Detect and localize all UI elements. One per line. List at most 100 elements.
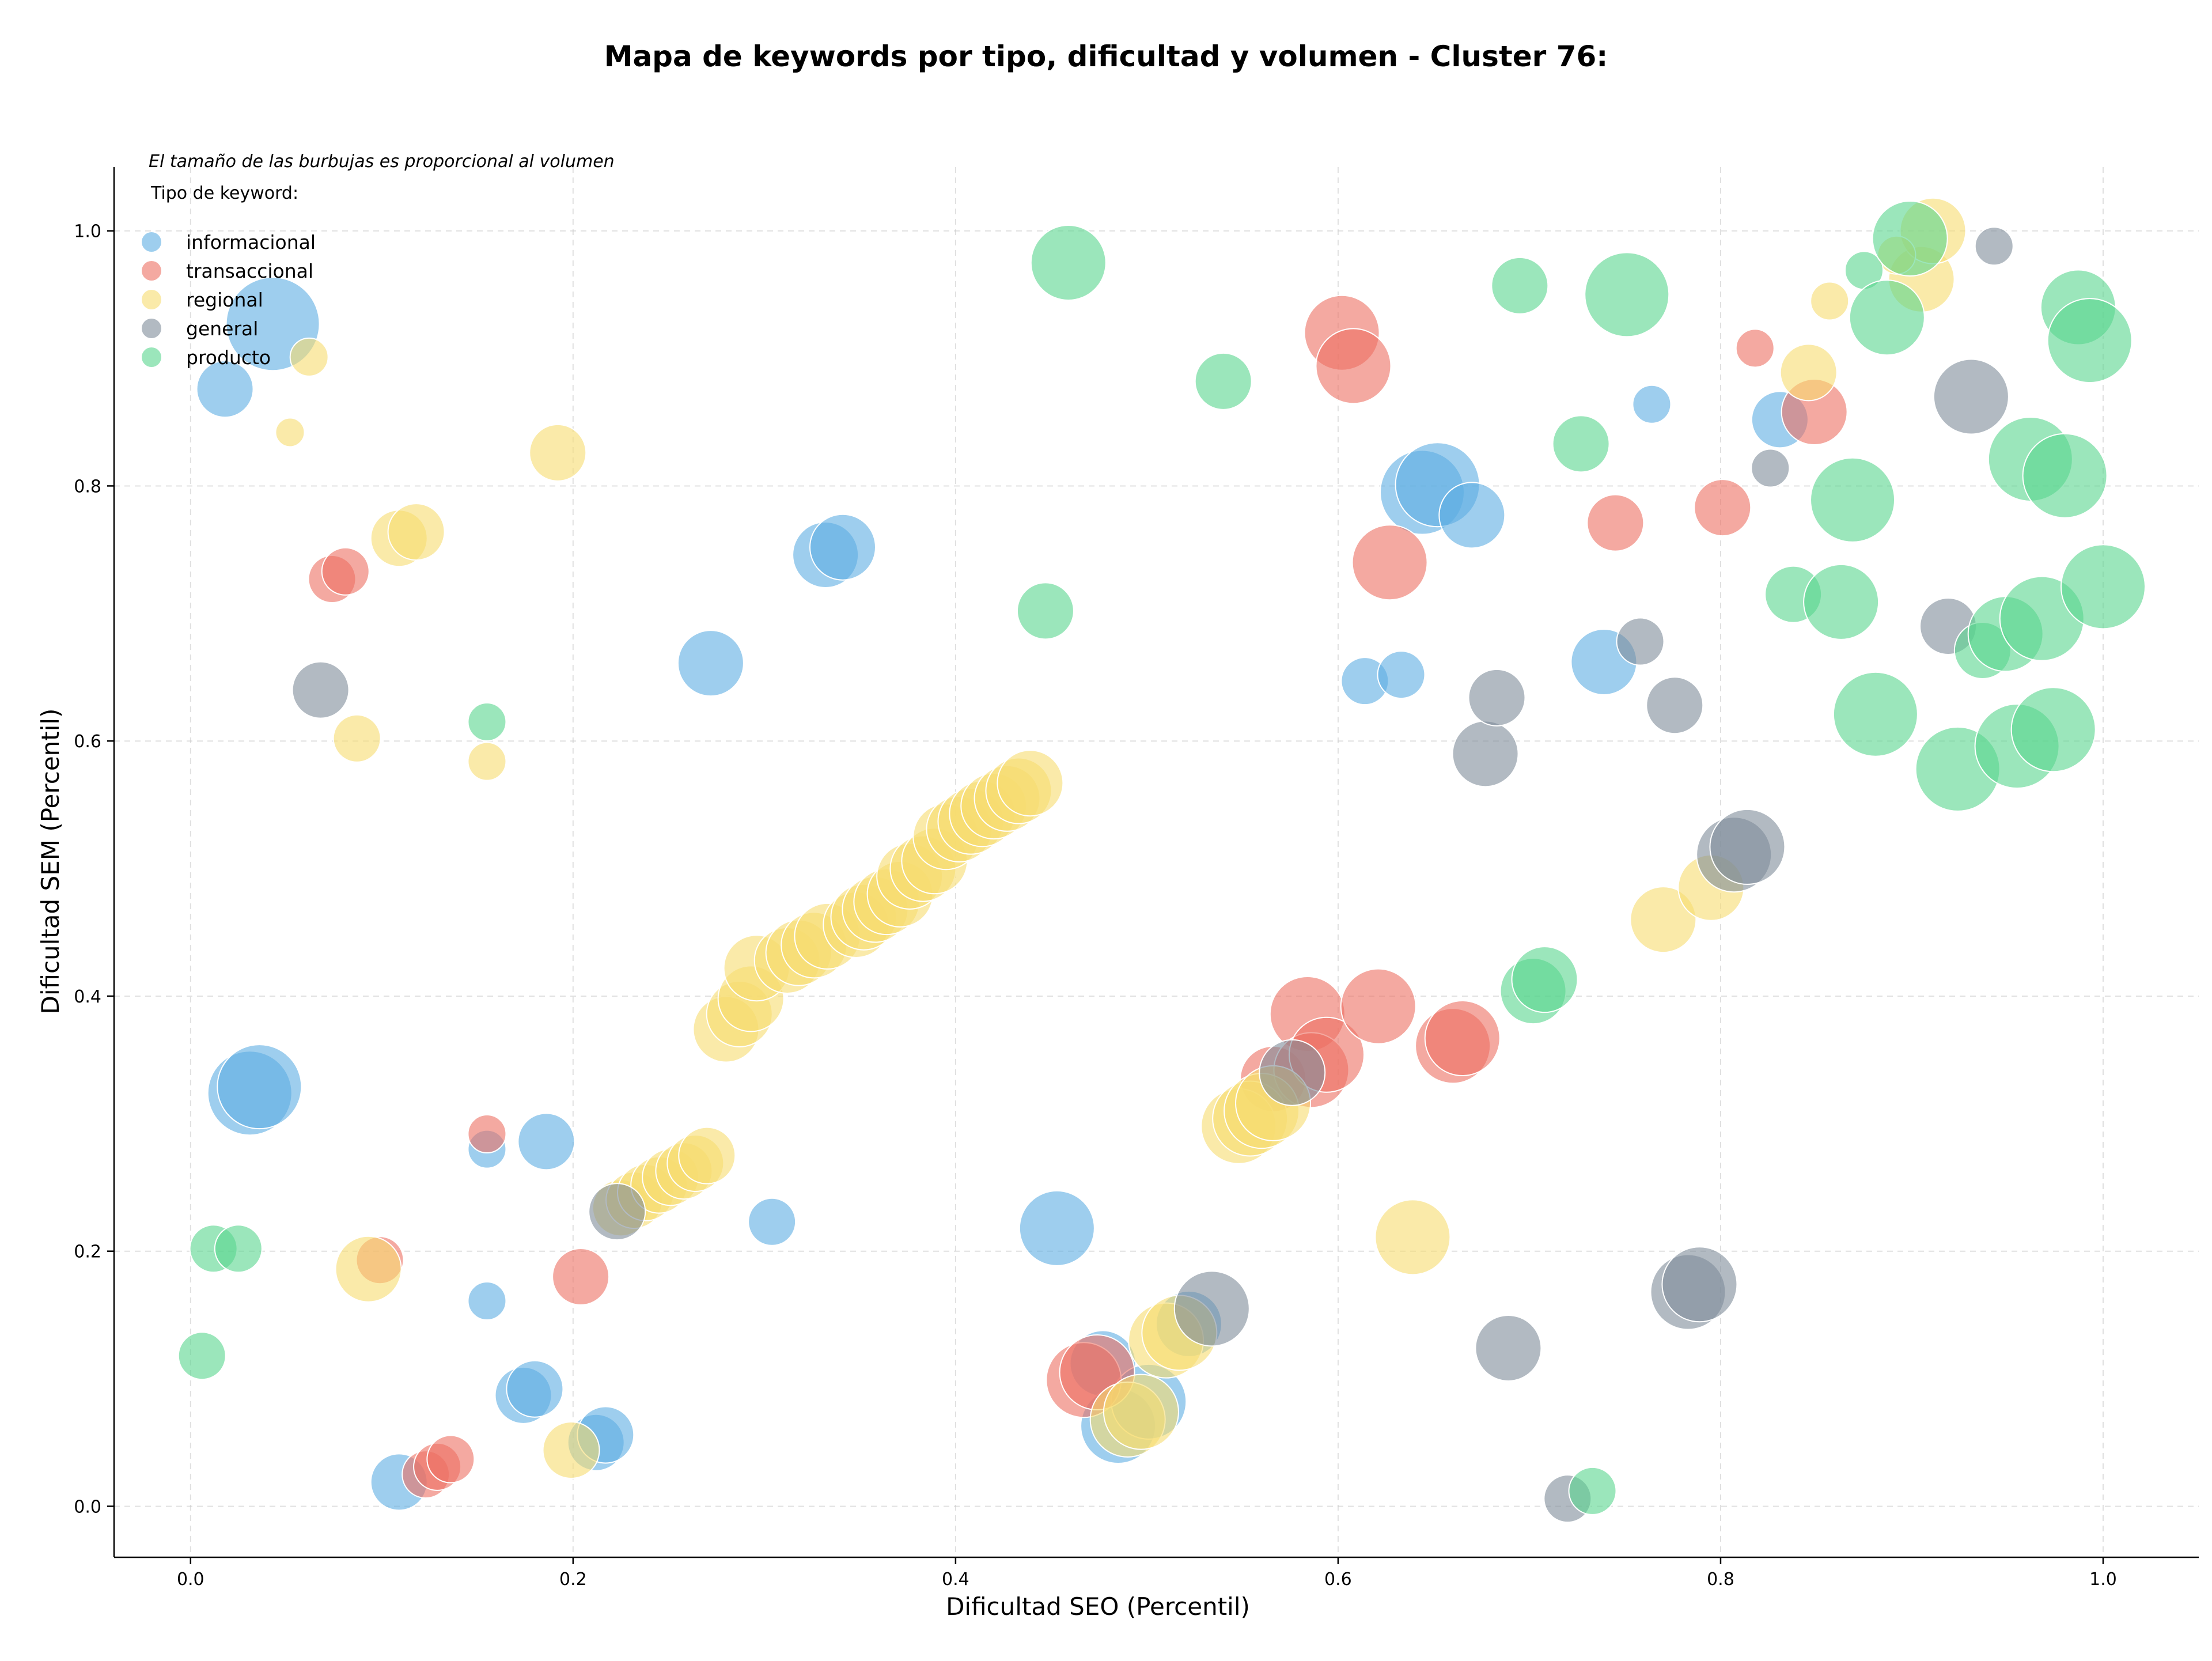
legend-label-informacional: informacional bbox=[186, 231, 316, 253]
bubble-regional bbox=[529, 423, 587, 482]
bubble-informacional bbox=[1632, 384, 1672, 424]
bubble-transaccional bbox=[1340, 968, 1416, 1045]
axes-spines bbox=[113, 167, 2199, 1558]
legend-title: Tipo de keyword: bbox=[150, 183, 298, 203]
legend-marker-informacional bbox=[142, 232, 161, 252]
bubble-general bbox=[1173, 1270, 1250, 1347]
bubble-general bbox=[291, 661, 350, 719]
bubble-general bbox=[1475, 1314, 1542, 1382]
bubble-informacional bbox=[677, 630, 744, 697]
x-tick-label: 0.4 bbox=[942, 1569, 969, 1590]
bubble-transaccional bbox=[1351, 524, 1428, 601]
bubble-transaccional bbox=[1735, 328, 1775, 368]
bubble-regional bbox=[332, 714, 381, 763]
bubble-regional bbox=[289, 337, 329, 377]
bubble-producto bbox=[177, 1331, 226, 1380]
bubble-general bbox=[1468, 668, 1526, 727]
bubble-informacional bbox=[809, 513, 876, 581]
x-tick-label: 0.6 bbox=[1324, 1569, 1352, 1590]
bubble-producto bbox=[1194, 352, 1252, 410]
bubble-regional bbox=[275, 417, 305, 448]
bubble-informacional bbox=[517, 1113, 575, 1171]
bubble-producto bbox=[467, 702, 507, 741]
legend-label-producto: producto bbox=[186, 346, 271, 369]
bubble-producto bbox=[1810, 457, 1896, 543]
bubble-general bbox=[1452, 720, 1519, 788]
bubble-producto bbox=[1849, 279, 1925, 356]
bubble-layer bbox=[177, 197, 2146, 1523]
legend-label-general: general bbox=[186, 317, 258, 340]
bubble-informacional bbox=[506, 1360, 564, 1418]
axis-ticks: 0.0 0.2 0.4 0.6 0.8 1.0 0.0 0.2 0.4 0.6 0.8 1.0 bbox=[74, 222, 2117, 1590]
bubble-informacional bbox=[1438, 482, 1506, 549]
chart-title: Mapa de keywords por tipo, dificultad y … bbox=[604, 40, 1608, 73]
bubble-size-note: El tamaño de las burbujas es proporciona… bbox=[149, 152, 615, 172]
bubble-regional bbox=[1810, 281, 1850, 321]
bubble-general bbox=[1259, 1039, 1326, 1106]
bubble-regional bbox=[467, 741, 507, 781]
bubble-transaccional bbox=[1694, 479, 1752, 537]
y-axis-label: Dificultad SEM (Percentil) bbox=[36, 709, 65, 1015]
bubble-transaccional bbox=[1424, 1000, 1501, 1076]
bubble-informacional bbox=[1018, 1190, 1095, 1266]
bubble-regional bbox=[1103, 1374, 1179, 1450]
bubble-informacional bbox=[1377, 650, 1426, 699]
bubble-producto bbox=[2010, 687, 2096, 773]
bubble-general bbox=[1751, 448, 1790, 488]
x-tick-label: 0.0 bbox=[177, 1569, 204, 1590]
bubble-informacional bbox=[748, 1197, 797, 1246]
bubble-producto bbox=[1511, 946, 1578, 1013]
bubble-regional bbox=[542, 1421, 600, 1480]
bubble-informacional bbox=[196, 360, 254, 418]
bubble-producto bbox=[1872, 200, 1948, 277]
bubble-regional bbox=[335, 1235, 402, 1303]
bubble-regional bbox=[1779, 343, 1838, 402]
legend-marker-transaccional bbox=[142, 261, 161, 281]
bubble-general bbox=[1933, 358, 2009, 435]
bubble-producto bbox=[2022, 433, 2108, 519]
bubble-transaccional bbox=[1315, 328, 1392, 404]
bubble-regional bbox=[1374, 1199, 1451, 1276]
bubble-informacional bbox=[217, 1044, 302, 1130]
bubble-producto bbox=[2060, 544, 2146, 630]
bubble-producto bbox=[1552, 415, 1610, 473]
x-tick-label: 1.0 bbox=[2089, 1569, 2117, 1590]
bubble-regional bbox=[387, 503, 445, 561]
bubble-regional bbox=[997, 750, 1064, 817]
bubble-transaccional bbox=[426, 1435, 475, 1484]
y-tick-label: 1.0 bbox=[74, 222, 101, 242]
y-tick-label: 0.0 bbox=[74, 1497, 101, 1517]
bubble-producto bbox=[1832, 671, 1918, 757]
legend-marker-general bbox=[142, 319, 161, 338]
y-tick-label: 0.4 bbox=[74, 987, 101, 1007]
bubble-transaccional bbox=[321, 547, 370, 596]
x-tick-label: 0.8 bbox=[1707, 1569, 1734, 1590]
bubble-transaccional bbox=[1586, 494, 1645, 552]
bubble-general bbox=[1974, 226, 2014, 266]
bubble-general bbox=[1616, 617, 1665, 666]
legend-label-regional: regional bbox=[186, 289, 263, 311]
legend-label-transaccional: transaccional bbox=[186, 260, 313, 282]
bubble-producto bbox=[214, 1224, 263, 1273]
legend-marker-regional bbox=[142, 290, 161, 309]
bubble-producto bbox=[1568, 1466, 1617, 1515]
x-tick-label: 0.2 bbox=[559, 1569, 587, 1590]
bubble-transaccional bbox=[552, 1247, 610, 1306]
y-tick-label: 0.2 bbox=[74, 1242, 101, 1262]
bubble-general bbox=[1646, 676, 1704, 735]
bubble-producto bbox=[1584, 252, 1670, 338]
bubble-producto bbox=[1803, 563, 1880, 640]
bubble-regional bbox=[678, 1126, 736, 1185]
bubble-informacional bbox=[467, 1281, 507, 1321]
bubble-transaccional bbox=[467, 1114, 507, 1154]
bubble-producto bbox=[1016, 582, 1074, 640]
bubble-regional bbox=[1630, 886, 1697, 954]
bubble-producto bbox=[2047, 298, 2133, 384]
bubble-producto bbox=[1030, 225, 1107, 301]
y-tick-label: 0.6 bbox=[74, 732, 101, 752]
legend-marker-producto bbox=[142, 347, 161, 367]
y-tick-label: 0.8 bbox=[74, 476, 101, 497]
legend: informacional transaccional regional genera… bbox=[142, 231, 316, 369]
bubble-general bbox=[588, 1183, 646, 1241]
